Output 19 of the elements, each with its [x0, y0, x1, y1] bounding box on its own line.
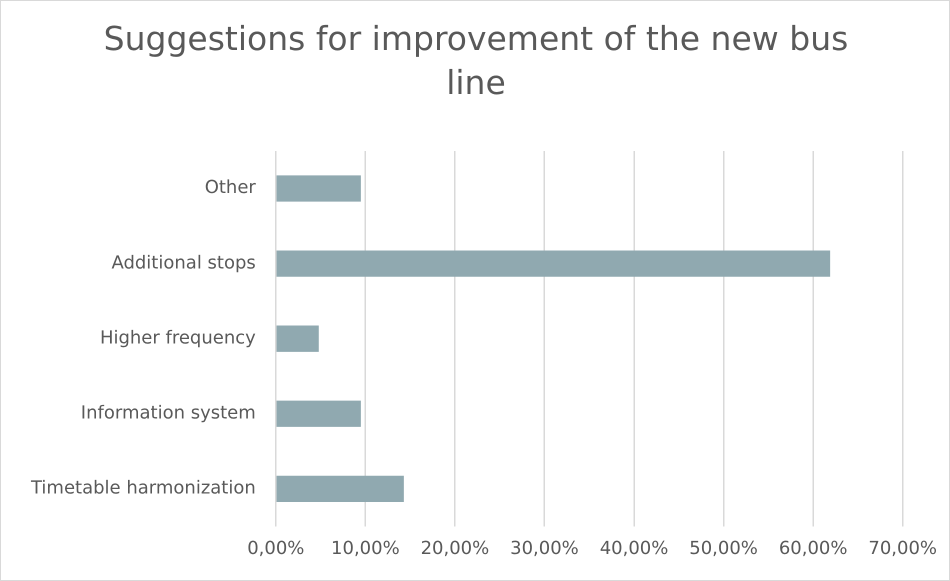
x-tick-label: 40,00% [600, 538, 668, 559]
bar [276, 175, 361, 202]
x-tick-label: 70,00% [868, 538, 938, 559]
x-tick-label: 20,00% [420, 538, 490, 559]
chart-title: Suggestions for improvement of the new bus line [102, 18, 850, 104]
y-tick-label: Other [204, 177, 256, 198]
y-tick-label: Information system [80, 402, 256, 424]
y-tick-label: Additional stops [111, 252, 256, 274]
y-tick-label: Timetable harmonization [30, 478, 256, 499]
bar [276, 400, 361, 427]
bar [276, 250, 830, 277]
x-tick-label: 0,00% [247, 538, 304, 559]
y-tick-label: Higher frequency [100, 327, 256, 348]
x-tick-label: 50,00% [689, 538, 758, 559]
x-tick-label: 30,00% [510, 538, 579, 559]
x-tick-label: 60,00% [778, 538, 848, 559]
bar [276, 476, 404, 502]
x-tick-label: 10,00% [331, 538, 400, 559]
bar [276, 326, 319, 352]
